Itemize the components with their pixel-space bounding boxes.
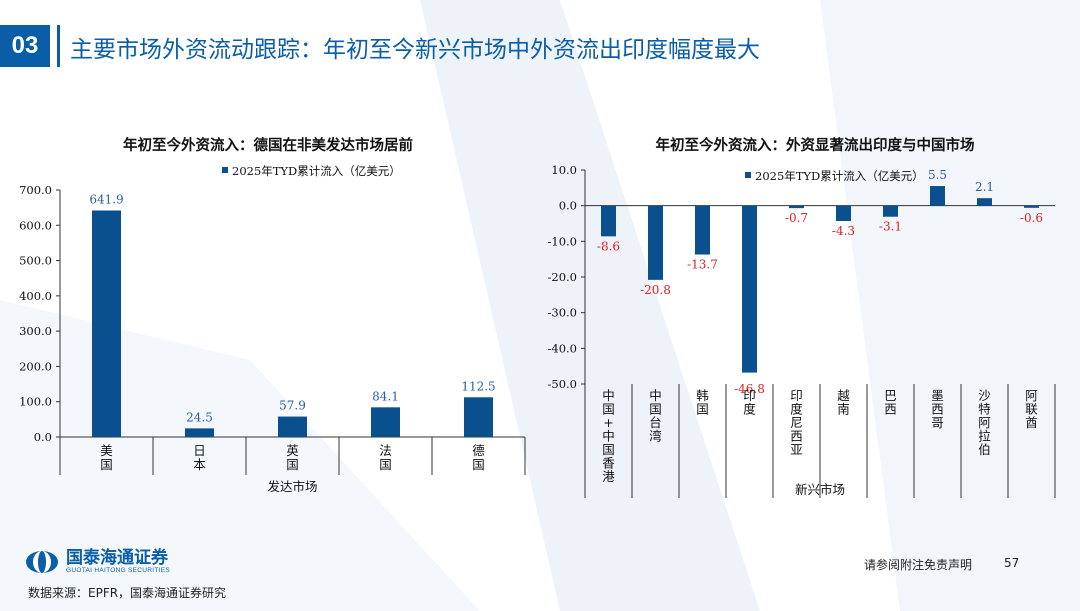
bar (464, 397, 493, 437)
bar (789, 205, 804, 209)
y-tick-label: -20.0 (548, 270, 578, 284)
bar (185, 428, 214, 437)
category-label: 日本 (193, 443, 206, 472)
y-tick-label: 600.0 (19, 218, 52, 232)
y-tick-label: -30.0 (548, 306, 578, 320)
category-label: 巴西 (884, 388, 897, 417)
logo-name: 国泰海通证券 (66, 548, 168, 568)
y-tick-label: 300.0 (19, 324, 52, 338)
data-label: 84.1 (372, 389, 399, 403)
data-label: 641.9 (89, 193, 123, 207)
data-label: 5.5 (928, 168, 947, 182)
y-tick-label: 100.0 (19, 395, 52, 409)
data-label: -20.8 (640, 283, 671, 297)
legend-swatch (745, 172, 751, 178)
category-label: 法国 (379, 443, 392, 472)
left-chart-title: 年初至今外资流入：德国在非美发达市场居前 (123, 138, 413, 154)
category-label: 墨西哥 (931, 388, 944, 430)
category-label: 中国台湾 (649, 388, 662, 444)
y-tick-label: 500.0 (19, 254, 52, 268)
right-chart-title: 年初至今外资流入：外资显著流出印度与中国市场 (655, 138, 975, 154)
x-axis-title: 新兴市场 (795, 482, 845, 497)
data-label: 2.1 (975, 180, 994, 194)
header-divider (57, 25, 60, 67)
bar (695, 205, 710, 255)
data-label: -13.7 (687, 258, 718, 272)
data-source-note: 数据来源：EPFR，国泰海通证券研究 (28, 586, 227, 600)
page-title: 主要市场外资流动跟踪：年初至今新兴市场中外资流出印度幅度最大 (70, 37, 760, 63)
bar (977, 198, 992, 206)
data-label: 57.9 (279, 399, 306, 413)
bar (1024, 205, 1039, 208)
data-label: 24.5 (186, 410, 213, 424)
data-label: -4.3 (832, 224, 855, 238)
legend-swatch (222, 167, 228, 173)
disclaimer-link[interactable]: 请参阅附注免责声明 (864, 558, 973, 572)
bar (601, 205, 616, 237)
data-label: 112.5 (461, 379, 495, 393)
data-label: -0.7 (785, 211, 808, 225)
y-tick-label: -40.0 (548, 341, 578, 355)
category-label: 沙特阿拉伯 (978, 388, 991, 457)
page-number: 57 (1004, 556, 1020, 570)
legend-label: 2025年TYD累计流入（亿美元） (755, 169, 924, 183)
y-tick-label: 400.0 (19, 289, 52, 303)
category-label: 韩国 (696, 388, 709, 417)
bar (883, 205, 898, 217)
category-label: 美国 (100, 443, 113, 472)
y-tick-label: -50.0 (548, 377, 578, 391)
data-label: -46.8 (734, 382, 765, 396)
bar (930, 186, 945, 206)
category-label: 越南 (837, 388, 850, 417)
y-tick-label: 0.0 (559, 199, 577, 213)
x-axis-title: 发达市场 (267, 479, 317, 494)
company-logo: 国泰海通证券 GUOTAI HAITONG SECURITIES (24, 549, 170, 574)
category-label: 印度 (743, 388, 756, 417)
bar (742, 205, 757, 373)
legend-label: 2025年TYD累计流入（亿美元） (232, 164, 401, 178)
category-label: 德国 (472, 443, 485, 472)
category-label: 印度尼西亚 (790, 388, 803, 457)
bar (92, 210, 121, 437)
y-tick-label: 200.0 (19, 359, 52, 373)
data-label: -0.6 (1020, 211, 1043, 225)
category-label: 阿联酋 (1025, 388, 1038, 430)
section-number-badge: 03 (0, 25, 50, 67)
data-label: -8.6 (597, 239, 620, 253)
bar (648, 205, 663, 280)
bar (371, 407, 400, 437)
y-tick-label: -10.0 (548, 234, 578, 248)
category-label: 中国+中国香港 (602, 388, 615, 484)
y-tick-label: 10.0 (551, 163, 577, 177)
bar (836, 205, 851, 222)
logo-english-name: GUOTAI HAITONG SECURITIES (66, 567, 171, 574)
y-tick-label: 0.0 (34, 430, 52, 444)
logo-mark-icon (26, 550, 58, 573)
data-label: -3.1 (879, 220, 902, 234)
category-label: 英国 (286, 443, 299, 472)
y-tick-label: 700.0 (19, 183, 52, 197)
bar (278, 416, 307, 437)
